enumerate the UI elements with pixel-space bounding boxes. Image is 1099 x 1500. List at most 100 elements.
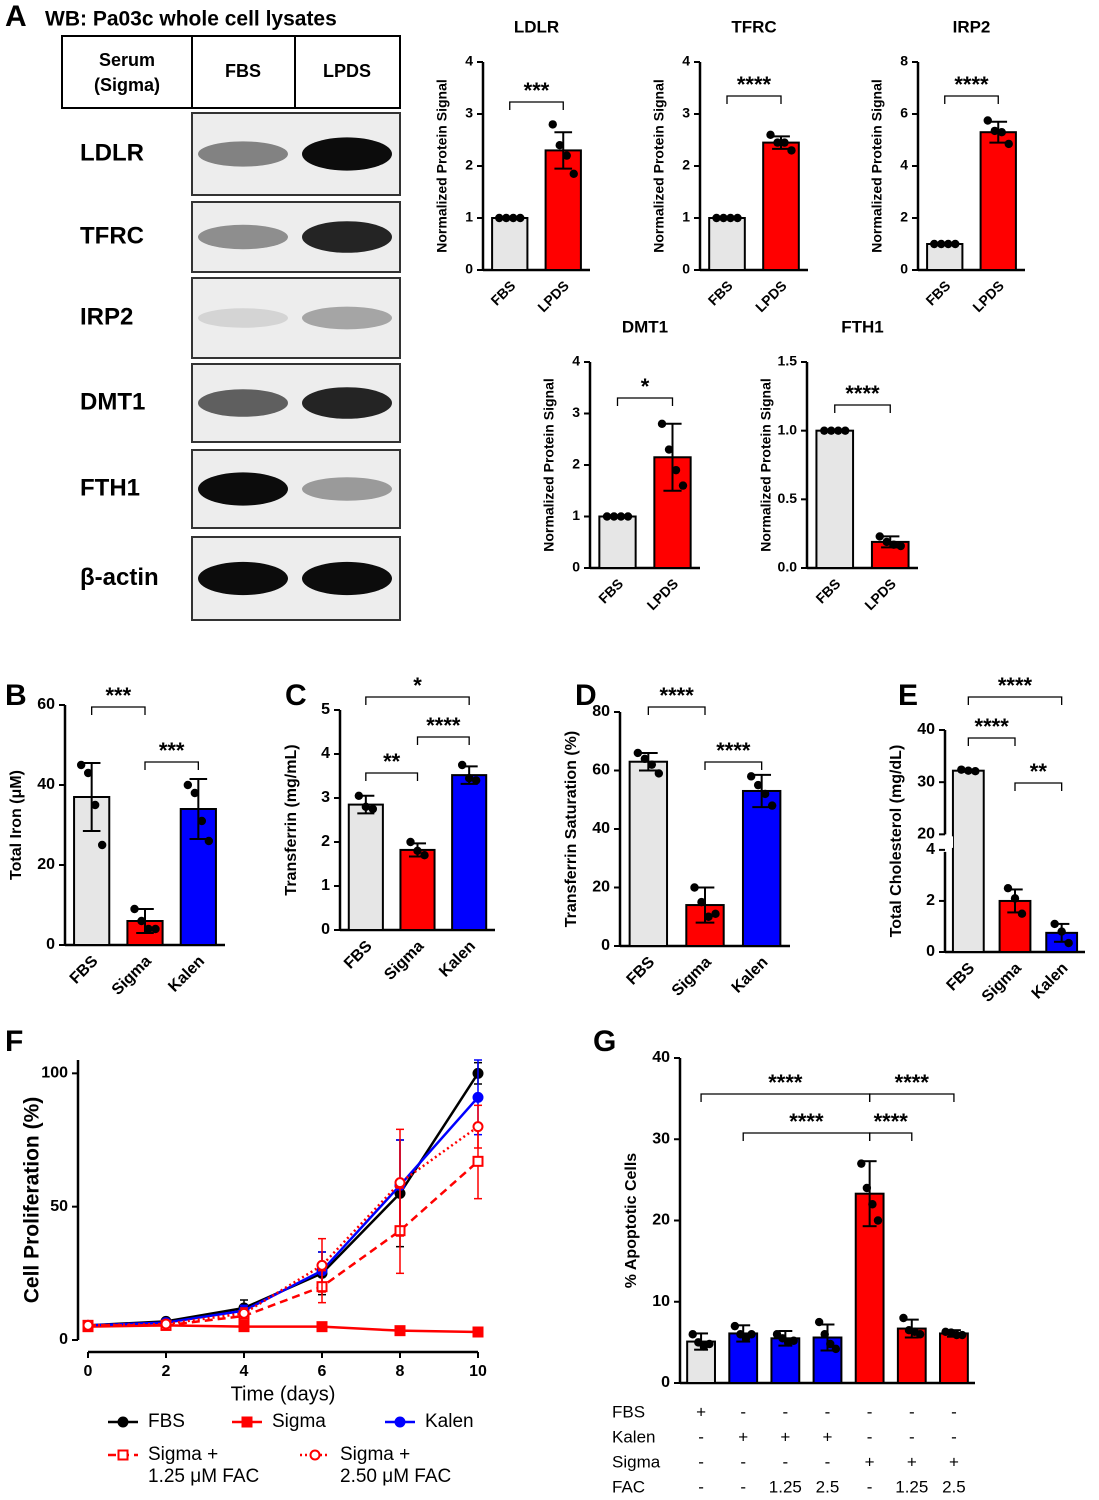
- data-point: [875, 532, 884, 541]
- y-tick-label: 4: [682, 53, 690, 69]
- data-point: [90, 800, 100, 810]
- significance-bracket: ****: [967, 714, 1016, 746]
- bar: [686, 1340, 716, 1384]
- significance-label: ****: [716, 738, 751, 763]
- data-point: [814, 1317, 824, 1327]
- data-point: [602, 512, 612, 521]
- y-tick-label: 60: [592, 762, 610, 779]
- data-point: [862, 1183, 872, 1193]
- x-tick-label: FBS: [705, 277, 736, 308]
- data-point: [76, 760, 86, 770]
- column-label: FBS: [225, 61, 261, 81]
- legend-entry: Sigma: [232, 1411, 326, 1432]
- chart-title: FTH1: [841, 317, 884, 336]
- condition-cell: -: [698, 1427, 704, 1446]
- y-tick-label: 10: [652, 1293, 670, 1310]
- data-point: [361, 802, 371, 811]
- x-tick-label: LPDS: [752, 277, 790, 315]
- marker: [472, 1326, 484, 1338]
- data-point: [746, 772, 756, 781]
- y-axis-label: % Apoptotic Cells: [623, 1153, 640, 1289]
- y-tick-label: 2: [572, 456, 580, 472]
- data-point: [937, 239, 946, 249]
- y-tick-label: 80: [592, 703, 610, 720]
- y-tick-label: 40: [917, 721, 935, 738]
- data-point: [657, 419, 667, 428]
- row-label: LDLR: [80, 139, 144, 166]
- data-point: [183, 780, 193, 790]
- data-point: [971, 767, 980, 776]
- blot-strip: LDLR: [80, 112, 401, 196]
- data-point: [767, 801, 777, 810]
- condition-cell: +: [865, 1452, 875, 1471]
- blot-strip: DMT1: [80, 363, 401, 443]
- significance-bracket: ***: [509, 78, 564, 110]
- y-tick-label: 1: [321, 877, 330, 894]
- data-point: [464, 774, 474, 783]
- y-tick-label: 20: [592, 879, 610, 896]
- bracket: [91, 706, 146, 715]
- condition-cell: -: [825, 1402, 831, 1421]
- data-point: [1050, 919, 1059, 929]
- error-bar: [189, 778, 208, 840]
- y-tick-label: 2: [926, 892, 935, 909]
- data-point: [97, 840, 107, 850]
- x-tick-label: 8: [396, 1363, 405, 1380]
- significance-label: ****: [954, 72, 989, 97]
- significance-bracket: ****: [700, 1070, 871, 1102]
- significance-bracket: ****: [704, 738, 763, 770]
- significance-bracket: *: [616, 374, 674, 406]
- data-point: [873, 1216, 883, 1225]
- data-point: [789, 1336, 798, 1345]
- bar: [451, 774, 488, 931]
- significance-label: ****: [737, 72, 772, 97]
- marker: [394, 1177, 406, 1189]
- significance-label: ***: [105, 683, 131, 708]
- data-point: [671, 465, 681, 475]
- x-tick-label: LPDS: [534, 277, 572, 315]
- data-point: [857, 1159, 866, 1168]
- x-tick-label: FBS: [341, 938, 376, 973]
- legend-line-1: Sigma +: [148, 1444, 218, 1465]
- marker: [117, 1416, 129, 1428]
- data-point: [753, 780, 763, 790]
- blot-band: [198, 389, 288, 417]
- bar: [728, 1332, 759, 1384]
- bracket: [365, 696, 470, 705]
- data-point: [137, 916, 146, 926]
- marker: [316, 1259, 328, 1271]
- data-point: [1004, 139, 1013, 149]
- data-point: [1017, 909, 1027, 918]
- column-label: LPDS: [323, 61, 371, 81]
- marker: [394, 1416, 406, 1428]
- chart-title: DMT1: [622, 317, 668, 336]
- legend-label: Sigma +2.50 μM FAC: [340, 1444, 451, 1487]
- header-label: (Sigma): [94, 75, 160, 95]
- legend-line-2: 2.50 μM FAC: [340, 1466, 451, 1487]
- y-axis-label: Normalized Protein Signal: [541, 378, 557, 551]
- blot-band: [198, 141, 288, 167]
- data-point: [787, 146, 796, 155]
- significance-label: ****: [845, 381, 880, 406]
- panel-letter: B: [5, 679, 27, 712]
- y-tick-label: 0: [572, 559, 580, 575]
- condition-row-label: FBS: [612, 1402, 645, 1421]
- x-tick-label: FBS: [922, 277, 953, 308]
- x-tick-label: Sigma: [979, 960, 1025, 1006]
- x-tick-label: FBS: [595, 575, 626, 606]
- data-point: [1003, 883, 1013, 893]
- bar: [491, 217, 529, 271]
- x-tick-label: 2: [162, 1363, 171, 1380]
- y-tick-label: 0.0: [778, 559, 798, 575]
- significance-label: ****: [874, 1109, 909, 1134]
- legend-label: FBS: [148, 1411, 185, 1432]
- marker: [160, 1318, 172, 1330]
- x-tick-label: FBS: [812, 575, 843, 606]
- x-tick-label: 4: [240, 1363, 249, 1380]
- data-point: [690, 883, 699, 892]
- legend-entry: Sigma +2.50 μM FAC: [300, 1444, 451, 1487]
- y-axis-label: Normalized Protein Signal: [869, 79, 885, 252]
- data-point: [766, 130, 775, 139]
- data-point: [457, 760, 467, 770]
- error-bar: [862, 1160, 877, 1228]
